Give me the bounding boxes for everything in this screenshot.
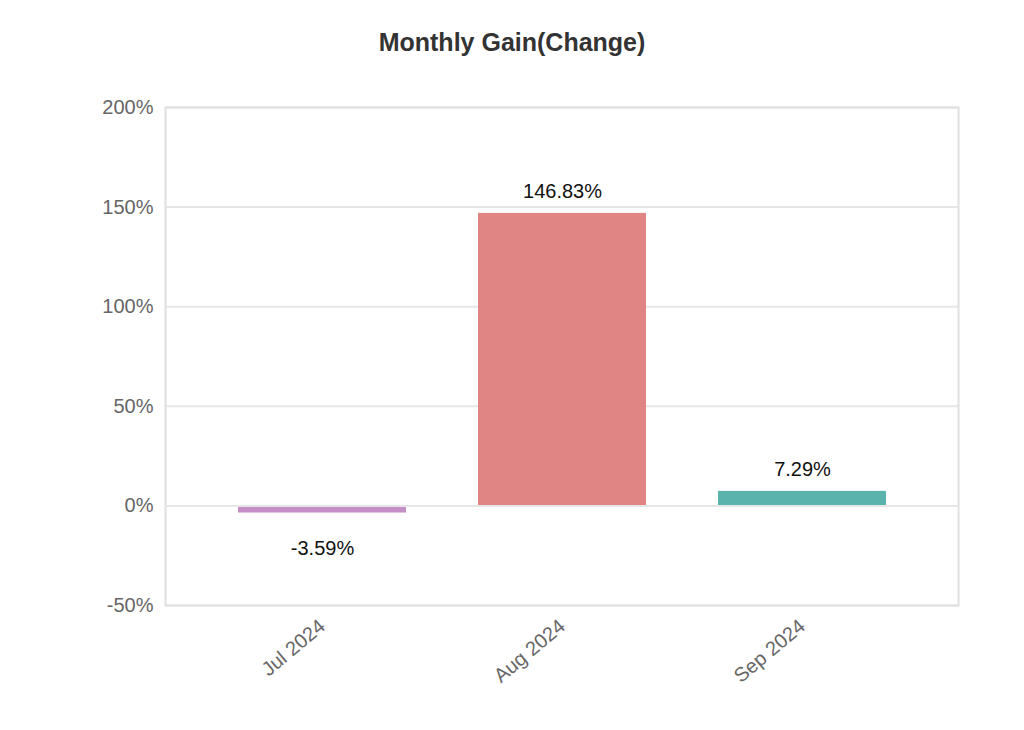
svg-text:100%: 100% bbox=[102, 295, 153, 317]
svg-text:-50%: -50% bbox=[107, 594, 154, 616]
svg-text:200%: 200% bbox=[102, 96, 153, 118]
svg-text:7.29%: 7.29% bbox=[774, 458, 831, 480]
svg-text:150%: 150% bbox=[102, 196, 153, 218]
svg-text:146.83%: 146.83% bbox=[523, 180, 602, 202]
svg-text:Jul 2024: Jul 2024 bbox=[257, 615, 329, 680]
svg-text:Aug 2024: Aug 2024 bbox=[489, 615, 569, 687]
svg-text:50%: 50% bbox=[113, 395, 153, 417]
svg-text:-3.59%: -3.59% bbox=[291, 537, 355, 559]
svg-text:Sep 2024: Sep 2024 bbox=[729, 615, 809, 687]
html-text:Monthly Gain(Change): Monthly Gain(Change) bbox=[378, 28, 646, 56]
svg-text:0%: 0% bbox=[125, 494, 154, 516]
